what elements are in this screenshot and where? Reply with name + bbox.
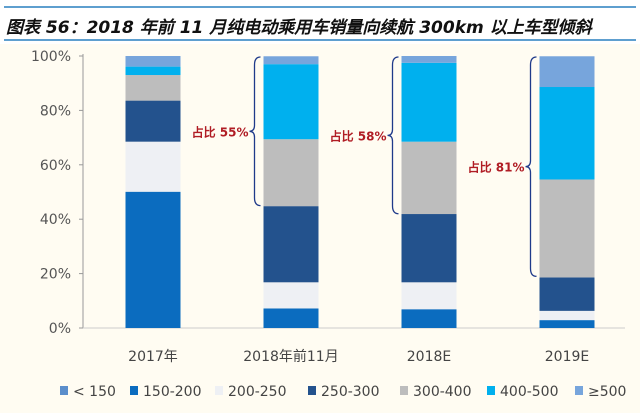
- legend-label: 150-200: [143, 384, 202, 400]
- bar-segment-200-250: [539, 310, 595, 321]
- x-category-label: 2018E: [407, 349, 451, 365]
- bar-segment-300-400: [539, 179, 595, 278]
- bar-segment--500: [401, 56, 457, 63]
- bar-segment--500: [263, 56, 319, 65]
- bar-segment-250-300: [401, 214, 457, 283]
- bar-segment-400-500: [263, 64, 319, 140]
- legend-label: 200-250: [228, 384, 287, 400]
- x-category-label: 2019E: [545, 349, 589, 365]
- title-bottom-rule: [4, 39, 636, 41]
- curly-brace: [387, 56, 399, 215]
- legend-label: < 150: [73, 384, 116, 400]
- x-category-label: 2017年: [128, 349, 178, 365]
- y-tick-label: 80%: [40, 103, 71, 119]
- bar-segment-300-400: [401, 141, 457, 215]
- curly-brace: [249, 56, 261, 207]
- bar-segment-400-500: [539, 87, 595, 180]
- bar-segment-150-200: [263, 308, 319, 328]
- chart-title: 图表 56：2018 年前 11 月纯电动乘用车销量向续航 300km 以上车型…: [6, 18, 592, 38]
- legend-label: 400-500: [500, 384, 559, 400]
- bar-segment-150-200: [125, 191, 181, 328]
- y-tick-label: 60%: [40, 158, 71, 174]
- y-tick-label: 0%: [49, 321, 71, 337]
- curly-brace: [525, 56, 537, 277]
- share-annotation: 占比 55%: [192, 124, 249, 139]
- x-category-label: 2018年前11月: [243, 348, 338, 365]
- legend-swatch: [130, 386, 138, 395]
- legend-swatch: [487, 386, 495, 395]
- bar-segment--500: [125, 56, 181, 67]
- legend-swatch: [308, 386, 316, 395]
- bar-segment-200-250: [401, 282, 457, 310]
- bar-segment-200-250: [125, 141, 181, 192]
- bar-segment-200-250: [263, 282, 319, 309]
- bar-segment-250-300: [539, 277, 595, 311]
- bar-segment--500: [539, 56, 595, 88]
- legend-label: ≥500: [588, 384, 626, 400]
- legend-label: 250-300: [321, 384, 380, 400]
- bar-segment-250-300: [263, 206, 319, 283]
- bar-segment-300-400: [125, 75, 181, 101]
- bar-segment-150-200: [539, 320, 595, 328]
- legend-swatch: [400, 386, 408, 395]
- bar-segment-300-400: [263, 139, 319, 207]
- y-tick-label: 20%: [40, 267, 71, 283]
- bar-segment-400-500: [125, 66, 181, 76]
- y-tick-label: 100%: [31, 49, 71, 65]
- bar-segment-250-300: [125, 100, 181, 142]
- share-annotation: 占比 58%: [330, 128, 387, 143]
- legend-swatch: [575, 386, 583, 395]
- legend-swatch: [215, 386, 223, 395]
- legend-swatch: [60, 386, 68, 395]
- title-top-rule: [4, 6, 636, 8]
- legend-label: 300-400: [413, 384, 472, 400]
- bar-segment-150-200: [401, 309, 457, 328]
- y-tick-label: 40%: [40, 212, 71, 228]
- share-annotation: 占比 81%: [468, 160, 525, 175]
- bar-segment-400-500: [401, 62, 457, 142]
- title-bar: 图表 56：2018 年前 11 月纯电动乘用车销量向续航 300km 以上车型…: [0, 0, 640, 44]
